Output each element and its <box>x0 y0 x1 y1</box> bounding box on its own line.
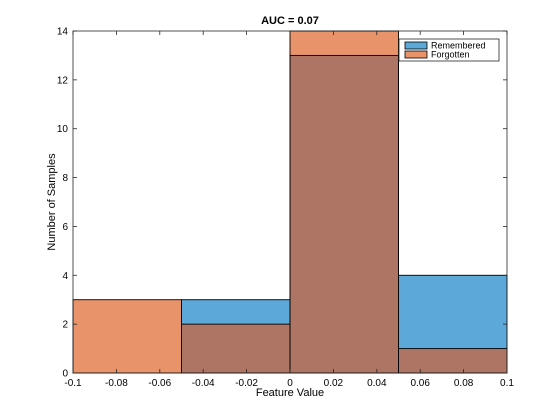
y-tick-label: 2 <box>62 320 68 331</box>
x-tick-label: 0.1 <box>500 378 514 389</box>
y-tick-label: 8 <box>62 173 68 184</box>
x-tick-label: 0.04 <box>367 378 387 389</box>
x-tick-label: 0.02 <box>324 378 344 389</box>
y-tick-label: 4 <box>62 271 68 282</box>
x-tick-label: 0.06 <box>410 378 430 389</box>
y-axis-label: Number of Samples <box>46 153 58 251</box>
y-tick-label: 0 <box>62 369 68 380</box>
x-tick-label: -0.02 <box>235 378 258 389</box>
x-tick-label: -0.04 <box>192 378 215 389</box>
chart-title: AUC = 0.07 <box>261 15 319 27</box>
legend-swatch-remembered <box>404 41 428 50</box>
x-tick-label: -0.06 <box>148 378 171 389</box>
y-tick-label: 14 <box>57 27 69 38</box>
axes: -0.1 -0.08 -0.06 -0.04 -0.02 0 0.02 0.04 0.06 0.0… <box>57 27 515 390</box>
x-tick-label: 0.08 <box>454 378 474 389</box>
x-axis-label: Feature Value <box>256 387 324 399</box>
x-tick-label: -0.08 <box>105 378 128 389</box>
histogram-bar-forgotten <box>290 31 399 56</box>
y-tick-label: 10 <box>57 124 69 135</box>
histogram-bar-forgotten <box>73 299 182 373</box>
histogram-bar-overlap <box>181 324 290 373</box>
x-tick-label: 0 <box>287 378 293 389</box>
histogram-bar-remembered <box>398 275 507 349</box>
legend-swatch-forgotten <box>404 50 428 59</box>
histogram-bar-overlap <box>290 55 399 374</box>
y-tick-label: 6 <box>62 222 68 233</box>
histogram-bar-remembered <box>181 299 290 325</box>
y-tick-label: 12 <box>57 75 69 86</box>
plot-area <box>72 30 508 374</box>
legend-label-remembered: Remembered <box>431 41 486 51</box>
histogram-bar-overlap <box>398 348 507 373</box>
legend-label-forgotten: Forgotten <box>431 50 470 60</box>
x-tick-label: -0.1 <box>64 378 82 389</box>
